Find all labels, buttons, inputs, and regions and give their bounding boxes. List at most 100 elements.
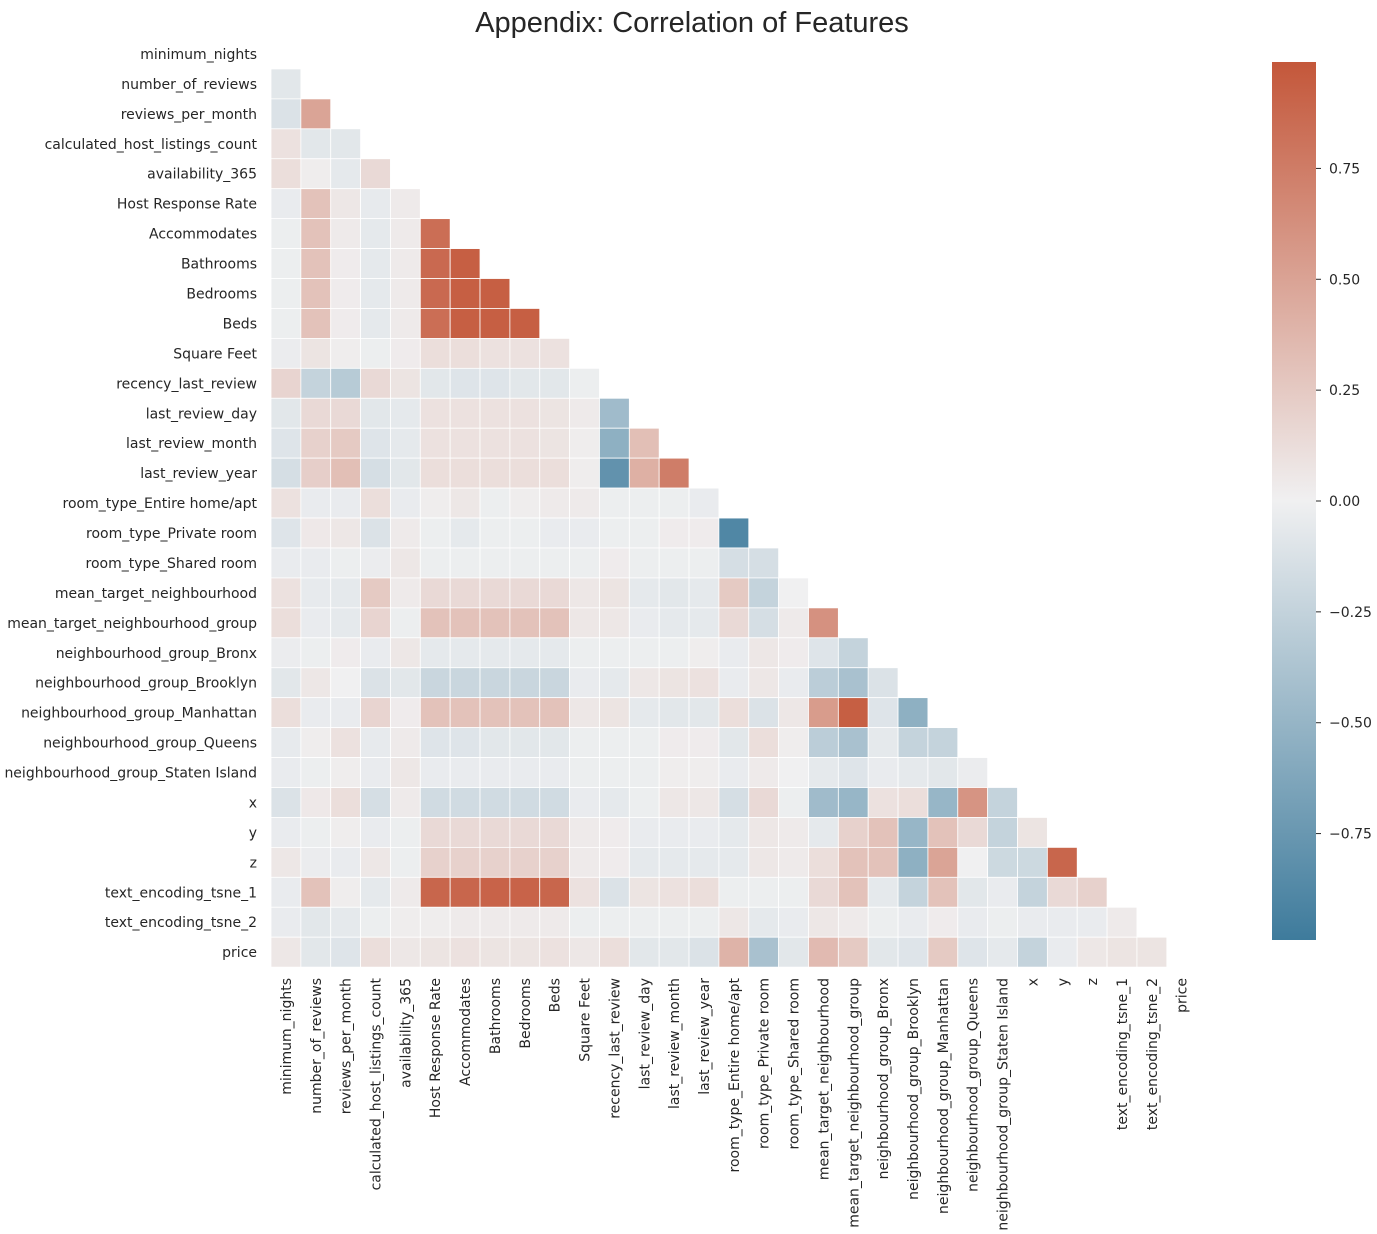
heatmap-cell xyxy=(837,787,869,818)
heatmap-cell xyxy=(419,547,451,579)
heatmap-cell xyxy=(628,457,660,489)
heatmap-cell xyxy=(300,248,332,279)
heatmap-cell xyxy=(390,697,421,729)
heatmap-cell xyxy=(599,697,630,729)
heatmap-cell xyxy=(390,308,421,339)
heatmap-cell xyxy=(808,757,839,788)
heatmap-cell xyxy=(987,906,1018,938)
heatmap-cell xyxy=(479,697,511,729)
heatmap-cell xyxy=(509,607,541,639)
y-tick-label: reviews_per_month xyxy=(121,107,257,123)
heatmap-cell xyxy=(778,727,809,758)
heatmap-cell xyxy=(449,787,481,818)
heatmap-cell xyxy=(509,547,541,579)
heatmap-cell xyxy=(509,787,541,818)
heatmap-cell xyxy=(330,547,361,579)
heatmap-cell xyxy=(360,607,391,639)
heatmap-cell xyxy=(330,577,361,609)
heatmap-cell xyxy=(270,517,302,549)
heatmap-cell xyxy=(300,188,332,220)
heatmap-cell xyxy=(479,817,511,848)
heatmap-cell xyxy=(569,487,600,519)
heatmap-cell xyxy=(688,577,720,609)
heatmap-cell xyxy=(390,188,421,220)
heatmap-cell xyxy=(419,218,451,249)
heatmap-cell xyxy=(718,697,750,729)
heatmap-cell xyxy=(330,846,361,878)
heatmap-cell xyxy=(509,906,541,938)
heatmap-cell xyxy=(270,248,302,279)
heatmap-cell xyxy=(539,577,570,609)
heatmap-cell xyxy=(837,936,869,968)
heatmap-cell xyxy=(390,876,421,908)
heatmap-cell xyxy=(837,757,869,788)
heatmap-cell xyxy=(778,637,809,669)
y-tick-label: recency_last_review xyxy=(116,376,257,392)
heatmap-cell xyxy=(419,936,451,968)
heatmap-cell xyxy=(897,846,929,878)
heatmap-cell xyxy=(300,278,332,309)
heatmap-cell xyxy=(300,607,332,639)
heatmap-cell xyxy=(300,128,332,160)
heatmap-cell xyxy=(539,487,570,519)
heatmap-cell xyxy=(599,906,630,938)
heatmap-cell xyxy=(270,547,302,579)
heatmap-cell xyxy=(778,787,809,818)
heatmap-cell xyxy=(957,876,989,908)
heatmap-cell xyxy=(718,517,750,549)
heatmap-cell xyxy=(419,667,451,699)
y-tick-label: last_review_month xyxy=(126,436,257,452)
heatmap-cell xyxy=(778,846,809,878)
heatmap-cell xyxy=(300,98,332,130)
heatmap-cell xyxy=(449,846,481,878)
colorbar: −0.75 −0.50 −0.25 0.00 0.25 0.50 0.75 xyxy=(1272,62,1372,940)
heatmap-cell xyxy=(330,637,361,669)
heatmap-cell xyxy=(479,367,511,399)
heatmap-cell xyxy=(569,727,600,758)
heatmap-cell xyxy=(449,397,481,429)
heatmap-cell xyxy=(658,697,690,729)
x-tick-label: Bathrooms xyxy=(488,978,504,1054)
heatmap-cell xyxy=(270,727,302,758)
heatmap-cell xyxy=(748,757,780,788)
heatmap-cell xyxy=(330,128,361,160)
heatmap-cell xyxy=(569,846,600,878)
heatmap-cell xyxy=(509,936,541,968)
heatmap-cell xyxy=(837,817,869,848)
heatmap-cell xyxy=(360,278,391,309)
heatmap-cell xyxy=(390,936,421,968)
heatmap-cell xyxy=(330,278,361,309)
heatmap-cell xyxy=(688,846,720,878)
x-tick-label: mean_target_neighbourhood xyxy=(816,978,832,1180)
heatmap-cell xyxy=(867,757,899,788)
heatmap-cell xyxy=(479,936,511,968)
heatmap-cell xyxy=(808,667,839,699)
heatmap-cell xyxy=(569,936,600,968)
heatmap-cell xyxy=(390,218,421,249)
heatmap-cell xyxy=(897,936,929,968)
heatmap-cell xyxy=(628,817,660,848)
heatmap-cell xyxy=(449,727,481,758)
heatmap-cell xyxy=(270,906,302,938)
heatmap-cell xyxy=(300,218,332,249)
heatmap-cell xyxy=(419,876,451,908)
heatmap-cell xyxy=(778,876,809,908)
colorbar-tick-label: 0.75 xyxy=(1329,161,1360,177)
heatmap-cell xyxy=(270,787,302,818)
y-tick-label: y xyxy=(249,825,257,841)
heatmap-cell xyxy=(479,278,511,309)
heatmap-cell xyxy=(270,936,302,968)
heatmap-cell xyxy=(808,906,839,938)
heatmap-cell xyxy=(658,487,690,519)
heatmap-cell xyxy=(270,188,302,220)
colorbar-tick-label: −0.50 xyxy=(1329,716,1372,732)
heatmap-cell xyxy=(419,757,451,788)
heatmap-cell xyxy=(390,637,421,669)
heatmap-cell xyxy=(748,637,780,669)
heatmap-cell xyxy=(300,637,332,669)
heatmap-cell xyxy=(718,547,750,579)
heatmap-cell xyxy=(419,427,451,459)
x-tick-label: reviews_per_month xyxy=(339,978,355,1114)
heatmap-cell xyxy=(539,397,570,429)
heatmap-cell xyxy=(628,787,660,818)
